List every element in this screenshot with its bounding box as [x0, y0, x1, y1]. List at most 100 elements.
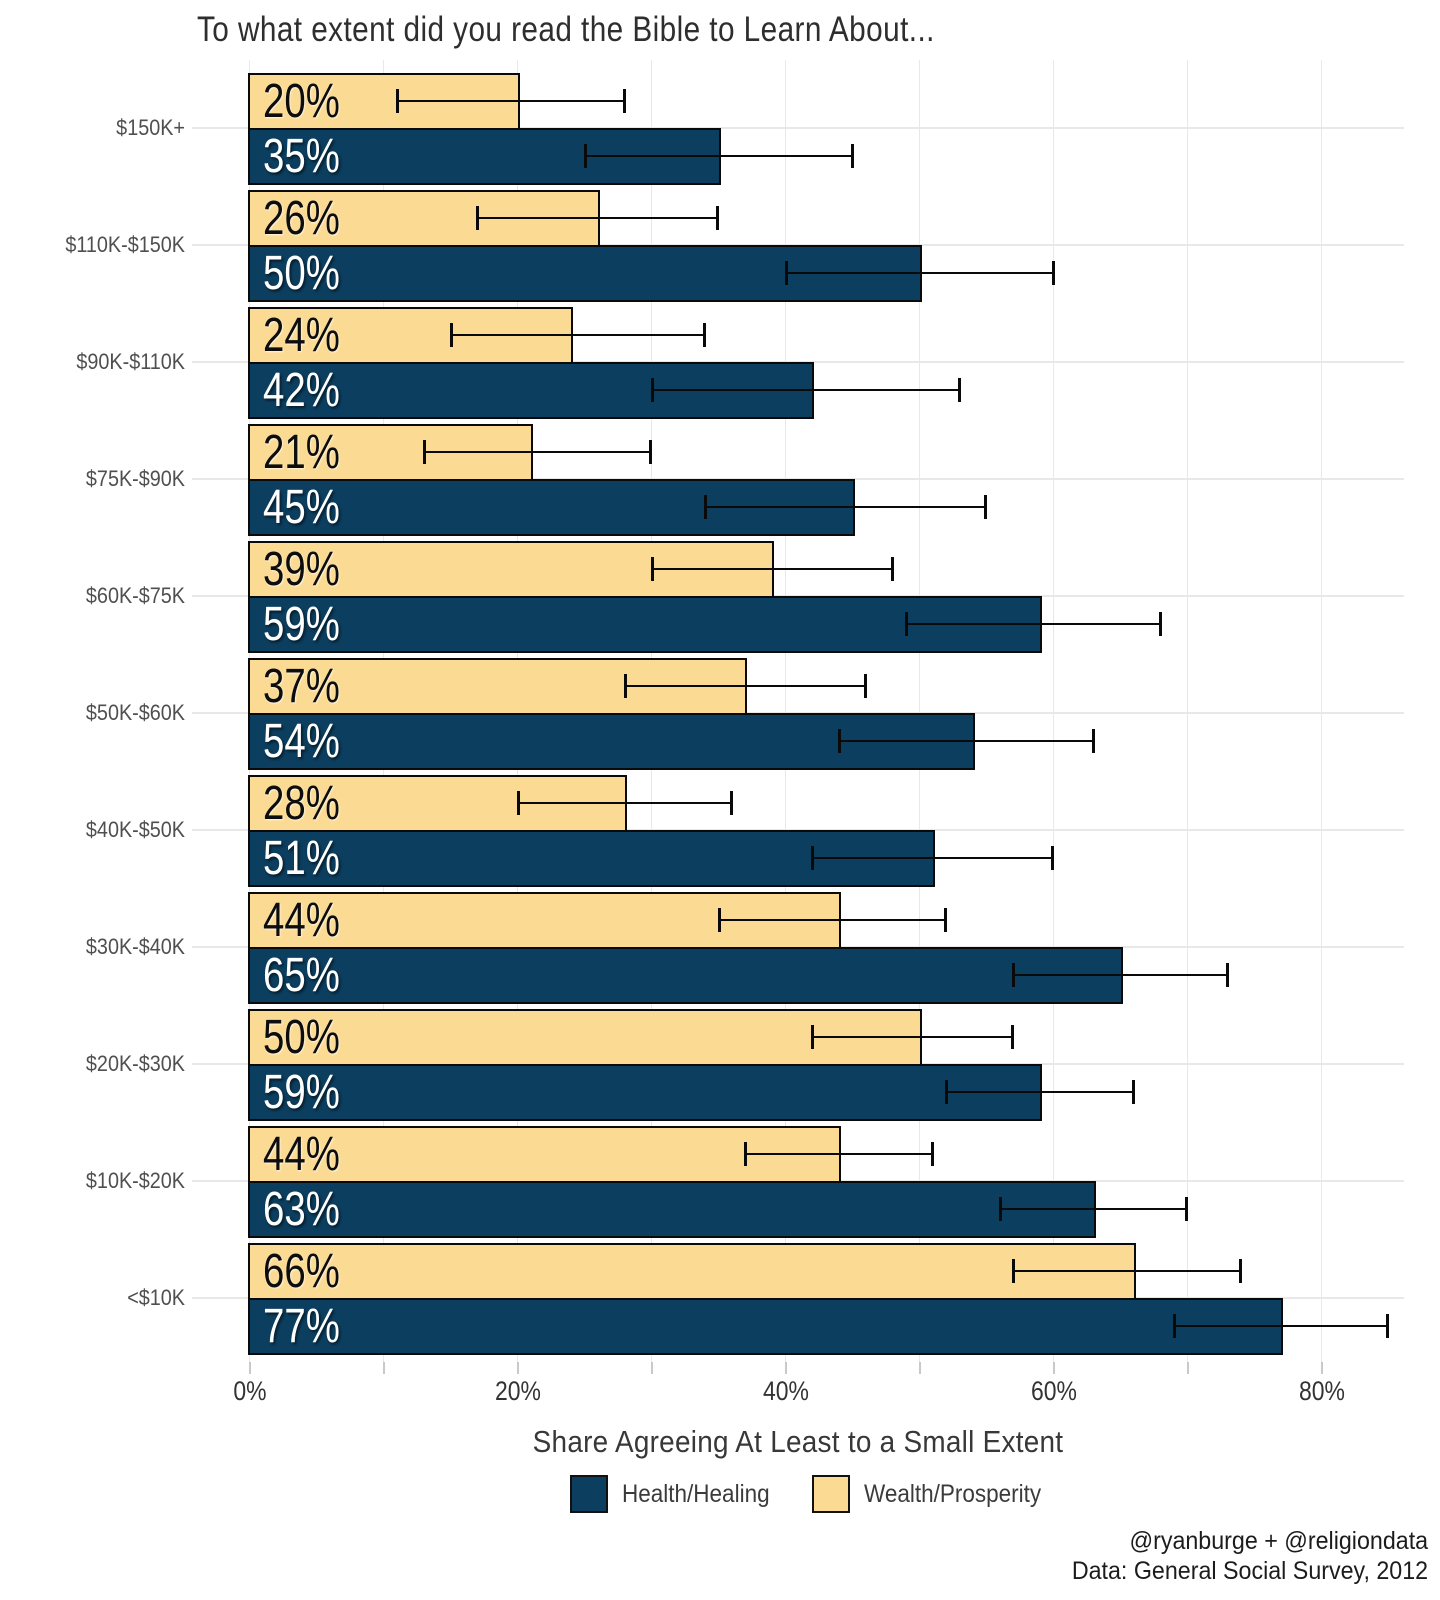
error-bar-cap	[650, 377, 654, 402]
x-axis-tick	[784, 1362, 787, 1374]
error-bar	[1012, 1258, 1243, 1283]
error-bar	[395, 88, 626, 113]
bar-wealth: 28%	[247, 775, 627, 832]
bar-health: 35%	[247, 128, 721, 185]
bar-value-label: 59%	[262, 598, 340, 651]
source-line: Data: General Social Survey, 2012	[1071, 1557, 1428, 1585]
y-axis-label: $10K-$20K	[85, 1168, 185, 1193]
error-bar-cap	[1051, 260, 1055, 285]
bar-value-label: 45%	[262, 481, 340, 534]
gridline-vertical	[784, 60, 786, 1362]
bar-value-label: 26%	[262, 192, 340, 245]
bar-value-label: 77%	[262, 1300, 340, 1353]
error-bar	[704, 494, 988, 519]
bar-value-label: 20%	[262, 75, 340, 128]
error-bar	[476, 205, 720, 230]
error-bar	[784, 260, 1055, 285]
error-bar-cap	[850, 143, 854, 168]
error-bar	[583, 143, 854, 168]
error-bar	[1173, 1313, 1390, 1338]
x-axis-tick-label: 20%	[494, 1376, 541, 1406]
bar-wealth: 26%	[247, 190, 600, 247]
bar-value-label: 39%	[262, 543, 340, 596]
bar-wealth: 44%	[247, 892, 842, 949]
error-bar-cap	[984, 494, 988, 519]
error-bar-cap	[623, 673, 627, 698]
bar-value-label: 28%	[262, 777, 340, 830]
gridline-vertical	[1186, 60, 1188, 1362]
error-bar	[422, 439, 653, 464]
bar-value-label: 21%	[262, 426, 340, 479]
x-axis-tick-label: 60%	[1030, 1376, 1077, 1406]
error-bar	[717, 907, 948, 932]
x-axis-tick	[650, 1362, 653, 1374]
bar-health: 59%	[247, 1064, 1043, 1121]
gridline-horizontal	[192, 478, 1404, 480]
bar-wealth: 20%	[247, 73, 520, 130]
error-bar	[516, 790, 733, 815]
error-bar	[811, 845, 1055, 870]
bar-value-label: 24%	[262, 309, 340, 362]
gridline-horizontal	[192, 829, 1404, 831]
error-bar-cap	[704, 494, 708, 519]
error-bar-cap	[1185, 1196, 1189, 1221]
error-bar	[449, 322, 707, 347]
error-bar-cap	[811, 1024, 815, 1049]
x-axis-tick-label: 40%	[762, 1376, 809, 1406]
error-bar	[623, 673, 867, 698]
error-bar	[998, 1196, 1189, 1221]
y-axis-label: $75K-$90K	[85, 466, 185, 491]
gridline-horizontal	[192, 244, 1404, 246]
error-bar	[1012, 962, 1229, 987]
bar-health: 63%	[247, 1181, 1096, 1238]
error-bar-cap	[1011, 1024, 1015, 1049]
error-bar-cap	[784, 260, 788, 285]
error-bar-cap	[395, 88, 399, 113]
chart-title: To what extent did you read the Bible to…	[197, 10, 935, 49]
error-bar-cap	[945, 1079, 949, 1104]
error-bar-cap	[716, 205, 720, 230]
bar-value-label: 42%	[262, 364, 340, 417]
error-bar-cap	[622, 88, 626, 113]
error-bar-cap	[449, 322, 453, 347]
error-bar-cap	[930, 1141, 934, 1166]
gridline-horizontal	[192, 361, 1404, 363]
bar-value-label: 63%	[262, 1183, 340, 1236]
error-bar-cap	[1131, 1079, 1135, 1104]
error-bar-cap	[1051, 845, 1055, 870]
x-axis-tick	[918, 1362, 921, 1374]
bar-health: 42%	[247, 362, 815, 419]
y-axis-label: $30K-$40K	[85, 934, 185, 959]
legend-label-health: Health/Healing	[621, 1479, 770, 1508]
x-axis-tick	[1186, 1362, 1189, 1374]
bar-value-label: 54%	[262, 715, 340, 768]
bar-wealth: 37%	[247, 658, 748, 715]
error-bar	[650, 556, 894, 581]
bar-health: 77%	[247, 1298, 1284, 1355]
error-bar-cap	[1012, 962, 1016, 987]
bar-wealth: 66%	[247, 1243, 1136, 1300]
bar-wealth: 50%	[247, 1009, 922, 1066]
error-bar-cap	[1091, 728, 1095, 753]
bar-value-label: 50%	[262, 1011, 340, 1064]
y-axis-label: $40K-$50K	[85, 817, 185, 842]
x-axis-tick-label: 80%	[1298, 1376, 1345, 1406]
bar-value-label: 35%	[262, 130, 340, 183]
y-axis-label: $60K-$75K	[85, 583, 185, 608]
bar-value-label: 65%	[262, 949, 340, 1002]
error-bar-cap	[422, 439, 426, 464]
error-bar-cap	[811, 845, 815, 870]
error-bar	[945, 1079, 1135, 1104]
y-axis-label: $90K-$110K	[76, 349, 185, 374]
error-bar-cap	[650, 556, 654, 581]
error-bar-cap	[957, 377, 961, 402]
bar-wealth: 24%	[247, 307, 574, 364]
x-axis-tick	[248, 1362, 251, 1374]
gridline-vertical	[1052, 60, 1054, 1362]
y-axis-label: <$10K	[127, 1285, 185, 1310]
gridline-horizontal	[192, 712, 1404, 714]
error-bar	[744, 1141, 934, 1166]
error-bar-cap	[1158, 611, 1162, 636]
legend-entry-wealth: Wealth/Prosperity	[811, 1475, 1061, 1513]
